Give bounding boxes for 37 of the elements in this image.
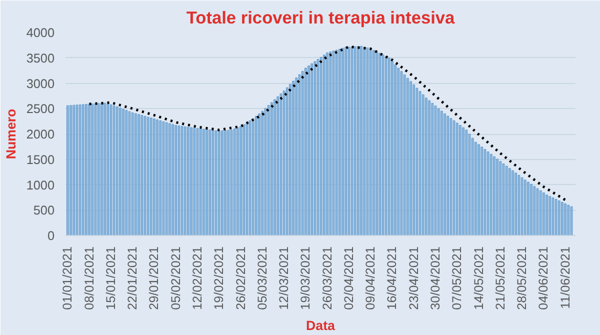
x-tick-label: 26/03/2021 bbox=[320, 246, 334, 310]
y-tick-label: 0 bbox=[47, 229, 55, 243]
line-series bbox=[88, 45, 567, 202]
x-tick-label: 11/06/2021 bbox=[558, 246, 572, 309]
x-tick-label: 08/01/2021 bbox=[82, 246, 96, 310]
x-tick-label: 12/02/2021 bbox=[190, 246, 204, 310]
x-tick-label: 14/05/2021 bbox=[472, 246, 486, 310]
x-tick-label: 28/05/2021 bbox=[515, 246, 530, 310]
x-axis-title: Data bbox=[306, 318, 336, 333]
y-tick-label: 1500 bbox=[26, 152, 54, 167]
y-tick-label: 3500 bbox=[26, 51, 54, 66]
y-tick-label: 500 bbox=[33, 204, 55, 218]
x-tick-label: 01/01/2021 bbox=[60, 246, 75, 310]
chart-title: Totale ricoveri in terapia intesiva bbox=[186, 8, 456, 28]
x-tick-label: 19/02/2021 bbox=[212, 246, 226, 310]
x-tick-label: 22/01/2021 bbox=[126, 246, 140, 310]
y-tick-label: 2000 bbox=[26, 128, 54, 142]
x-tick-label: 05/03/2021 bbox=[255, 246, 270, 310]
x-tick-label: 09/04/2021 bbox=[364, 246, 378, 310]
x-tick-label: 15/01/2021 bbox=[104, 246, 118, 310]
y-tick-label: 3000 bbox=[26, 76, 54, 91]
x-tick-label: 30/04/2021 bbox=[428, 246, 442, 310]
y-axis-title: Numero bbox=[3, 108, 18, 160]
x-tick-label: 26/02/2021 bbox=[234, 246, 248, 310]
y-tick-label: 2500 bbox=[26, 102, 54, 116]
y-tick-label: 1000 bbox=[26, 178, 54, 192]
x-tick-label: 16/04/2021 bbox=[385, 246, 400, 310]
x-tick-label: 05/02/2021 bbox=[168, 246, 183, 310]
y-tick-label: 4000 bbox=[26, 26, 54, 40]
x-tick-label: 19/03/2021 bbox=[298, 246, 313, 310]
x-tick-label: 12/03/2021 bbox=[277, 246, 292, 310]
x-tick-label: 21/05/2021 bbox=[493, 246, 508, 310]
x-tick-label: 23/04/2021 bbox=[406, 246, 421, 310]
x-tick-label: 29/01/2021 bbox=[147, 246, 162, 310]
x-tick-label: 07/05/2021 bbox=[450, 246, 464, 310]
x-tick-label: 02/04/2021 bbox=[342, 246, 356, 310]
x-tick-label: 04/06/2021 bbox=[536, 246, 551, 310]
